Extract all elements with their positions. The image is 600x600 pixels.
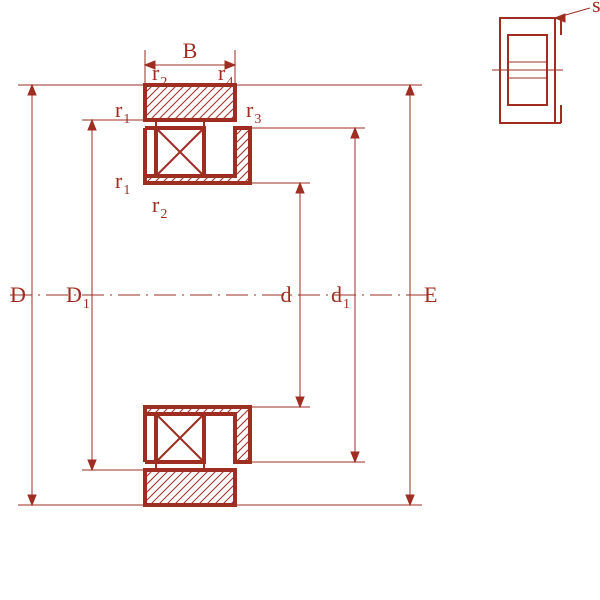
label-D1: D1 (66, 282, 90, 312)
label-r2-bot: r2 (152, 192, 167, 222)
bearing-diagram: BDD1dd1Er2r4r1r3r1r2s (0, 0, 600, 600)
label-D: D (10, 282, 26, 307)
label-s: s (592, 0, 600, 17)
label-r1-lower: r1 (115, 168, 130, 198)
label-r1-upper: r1 (115, 97, 130, 127)
label-d1: d1 (331, 282, 350, 312)
label-E: E (424, 282, 437, 307)
label-r3: r3 (246, 97, 261, 127)
label-B: B (183, 38, 198, 63)
label-d: d (281, 282, 292, 307)
